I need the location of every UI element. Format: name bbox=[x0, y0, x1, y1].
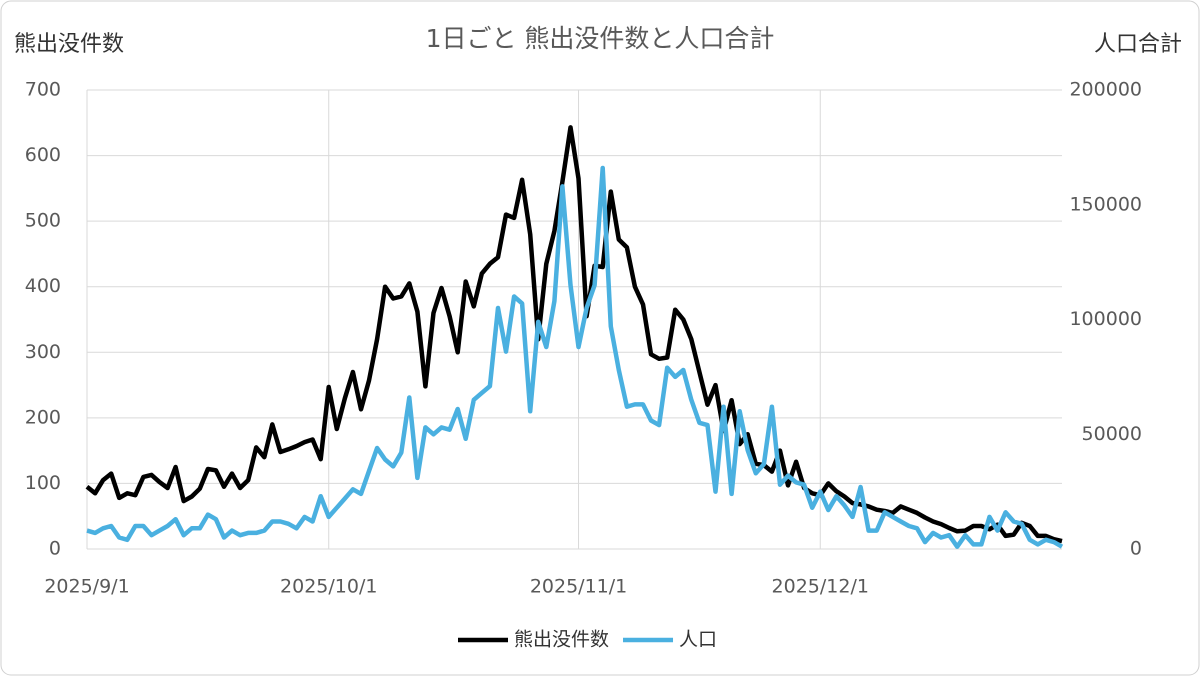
series-line bbox=[85, 125, 1063, 544]
y2-axis-label: 人口合計 bbox=[1094, 32, 1182, 57]
chart-title: 1日ごと 熊出没件数と人口合計 bbox=[426, 24, 775, 53]
y-tick-label: 500 bbox=[25, 210, 61, 232]
x-tick-label: 2025/12/1 bbox=[772, 576, 869, 598]
legend-label: 熊出没件数 bbox=[514, 629, 609, 651]
y2-tick-label: 100000 bbox=[1069, 308, 1142, 330]
x-tick-label: 2025/11/1 bbox=[530, 576, 627, 598]
y2-tick-label: 200000 bbox=[1069, 79, 1142, 101]
y2-tick-label: 150000 bbox=[1069, 193, 1142, 215]
y2-tick-label: 50000 bbox=[1082, 423, 1142, 445]
y2-tick-label: 0 bbox=[1130, 538, 1142, 560]
x-tick-label: 2025/9/1 bbox=[44, 576, 129, 598]
y-tick-label: 700 bbox=[25, 79, 61, 101]
y-tick-label: 400 bbox=[25, 275, 61, 297]
legend-label: 人口 bbox=[679, 629, 717, 651]
y-tick-label: 300 bbox=[25, 341, 61, 363]
y-tick-label: 600 bbox=[25, 144, 61, 166]
y-tick-label: 200 bbox=[25, 406, 61, 428]
series-line bbox=[86, 165, 1064, 549]
y-tick-label: 0 bbox=[49, 538, 61, 560]
y-tick-label: 100 bbox=[25, 472, 61, 494]
y-axis-label: 熊出没件数 bbox=[14, 32, 124, 57]
x-tick-label: 2025/10/1 bbox=[280, 576, 377, 598]
